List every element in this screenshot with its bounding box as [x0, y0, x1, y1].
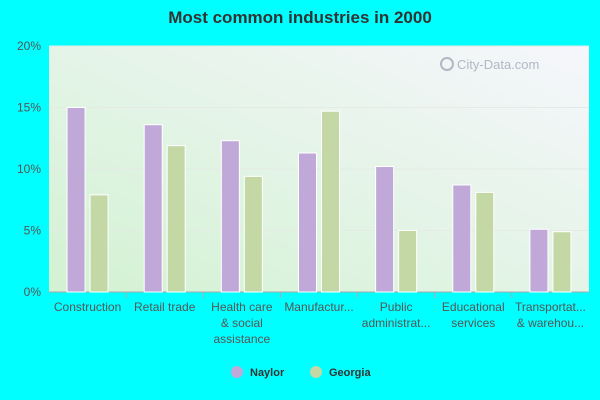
- x-tick-label: & warehou...: [517, 316, 584, 330]
- bar-georgia-3[interactable]: [321, 110, 340, 293]
- legend-label-naylor: Naylor: [250, 367, 285, 379]
- bars: [66, 107, 572, 293]
- x-tick-label: Manufactur...: [284, 300, 353, 314]
- chart-title: Most common industries in 2000: [168, 8, 432, 27]
- bar-naylor-5[interactable]: [452, 184, 472, 293]
- bar-naylor-0[interactable]: [66, 107, 86, 293]
- x-tick-label: Public: [380, 300, 413, 314]
- bar-naylor-6[interactable]: [529, 228, 549, 293]
- y-tick-label: 10%: [17, 162, 41, 176]
- x-tick-label: & social: [221, 316, 263, 330]
- y-tick-label: 20%: [17, 39, 41, 53]
- legend-label-georgia: Georgia: [329, 367, 371, 379]
- legend-marker-georgia: [310, 366, 322, 378]
- y-tick-label: 15%: [17, 101, 41, 115]
- x-tick-label: assistance: [214, 332, 271, 346]
- x-tick-label: Health care: [211, 300, 273, 314]
- watermark-text: City-Data.com: [457, 57, 539, 72]
- x-tick-label: Retail trade: [134, 300, 196, 314]
- y-tick-label: 0%: [24, 285, 42, 299]
- watermark: City-Data.com: [440, 57, 539, 72]
- gridlines: [49, 45, 589, 298]
- bar-naylor-1[interactable]: [143, 124, 163, 293]
- legend: Naylor Georgia: [231, 366, 371, 379]
- x-tick-label: services: [451, 316, 495, 330]
- legend-marker-naylor: [231, 366, 243, 378]
- bar-georgia-2[interactable]: [243, 175, 263, 293]
- bar-naylor-3[interactable]: [298, 152, 317, 293]
- x-tick-label: administrat...: [362, 316, 431, 330]
- y-axis-ticks: 0% 5% 10% 15% 20%: [17, 39, 41, 299]
- bar-georgia-1[interactable]: [166, 145, 186, 293]
- x-tick-label: Construction: [54, 300, 121, 314]
- y-tick-label: 5%: [24, 224, 42, 238]
- x-axis-labels: Construction Retail trade Health care & soc…: [54, 300, 586, 346]
- bar-georgia-6[interactable]: [552, 231, 572, 293]
- bar-georgia-0[interactable]: [89, 194, 109, 293]
- x-tick-label: Transportat...: [515, 300, 586, 314]
- bar-georgia-5[interactable]: [475, 191, 495, 293]
- x-tick-label: Educational: [442, 300, 505, 314]
- bar-georgia-4[interactable]: [398, 230, 418, 293]
- bar-naylor-2[interactable]: [220, 140, 240, 293]
- bar-naylor-4[interactable]: [375, 166, 395, 293]
